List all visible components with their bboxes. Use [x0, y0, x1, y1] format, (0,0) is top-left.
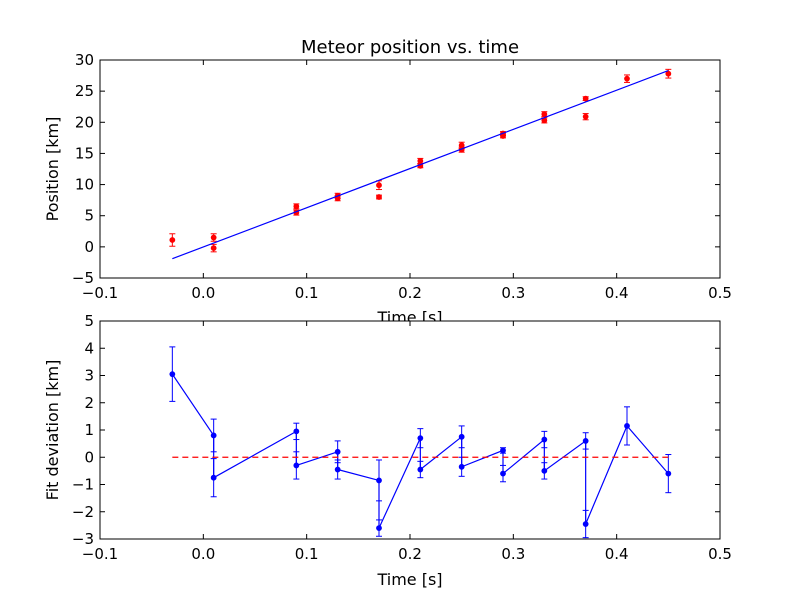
y-axis-label: Fit deviation [km]: [43, 360, 62, 501]
data-point: [417, 158, 424, 164]
data-point: [376, 182, 382, 189]
data-point: [293, 203, 300, 210]
y-tick-label: 3: [84, 367, 94, 385]
x-tick-label: 0.2: [398, 545, 422, 563]
x-tick-label: −0.1: [82, 545, 118, 563]
x-tick-label: 0.3: [501, 545, 525, 563]
x-tick-label: 0.2: [398, 284, 422, 302]
fit-line: [172, 70, 669, 260]
data-point: [500, 470, 506, 477]
y-tick-label: 20: [75, 113, 94, 131]
data-point: [334, 448, 341, 455]
y-tick-label: 15: [75, 144, 94, 162]
data-point: [458, 433, 465, 440]
data-point: [169, 371, 176, 378]
y-tick-label: 4: [84, 339, 94, 357]
x-tick-label: 0.1: [295, 284, 319, 302]
x-tick-label: 0.5: [708, 284, 732, 302]
y-tick-label: −1: [72, 476, 94, 494]
data-point: [541, 436, 548, 443]
data-point: [417, 466, 424, 473]
data-point: [541, 467, 548, 474]
position-axes: Meteor position vs. time Time [s] Positi…: [43, 37, 732, 327]
y-tick-label: 5: [84, 207, 94, 225]
y-tick-label: 30: [75, 51, 94, 69]
data-point: [376, 477, 382, 484]
x-tick-label: 0.1: [295, 545, 319, 563]
y-tick-label: 10: [75, 176, 94, 194]
data-point: [500, 447, 506, 454]
x-tick-label: −0.1: [82, 284, 118, 302]
x-tick-label: 0.3: [501, 284, 525, 302]
y-tick-label: 5: [84, 312, 94, 330]
data-point: [624, 75, 630, 82]
data-point: [210, 432, 217, 439]
data-point: [210, 474, 217, 481]
data-point: [334, 466, 341, 473]
y-tick-label: 2: [84, 394, 94, 412]
data-point: [169, 237, 176, 243]
x-tick-label: 0.5: [708, 545, 732, 563]
x-tick-label: 0.4: [605, 284, 629, 302]
x-tick-label: 0.4: [605, 545, 629, 563]
y-tick-label: 25: [75, 82, 94, 100]
data-point: [665, 70, 672, 77]
x-tick-label: 0.0: [191, 545, 215, 563]
data-point: [417, 435, 424, 442]
data-point: [582, 521, 589, 527]
y-tick-label: 0: [84, 238, 94, 256]
deviation-axes: Time [s] Fit deviation [km] −0.1 0.0 0.1 0.…: [43, 312, 732, 589]
data-point: [210, 234, 217, 241]
data-point: [541, 111, 548, 118]
chart-title: Meteor position vs. time: [301, 37, 519, 58]
data-point: [376, 194, 382, 200]
data-point: [665, 470, 672, 477]
data-point: [210, 245, 217, 252]
data-point: [293, 462, 300, 469]
series-errorbar-line: [169, 346, 672, 539]
data-point: [624, 423, 630, 429]
data-point: [582, 438, 589, 444]
series-line: [172, 70, 669, 260]
data-point: [376, 525, 382, 531]
data-point: [582, 113, 589, 120]
x-tick-label: 0.0: [191, 284, 215, 302]
y-tick-label: 1: [84, 421, 94, 439]
data-point: [458, 463, 465, 470]
plot-area: [100, 321, 720, 539]
y-tick-label: 0: [84, 448, 94, 466]
y-tick-label: −2: [72, 503, 94, 521]
data-point: [582, 95, 589, 102]
data-point: [293, 428, 300, 435]
x-axis-label: Time [s]: [376, 570, 442, 589]
y-tick-label: −5: [72, 269, 94, 287]
y-axis-label: Position [km]: [43, 117, 62, 222]
y-tick-label: −3: [72, 530, 94, 548]
